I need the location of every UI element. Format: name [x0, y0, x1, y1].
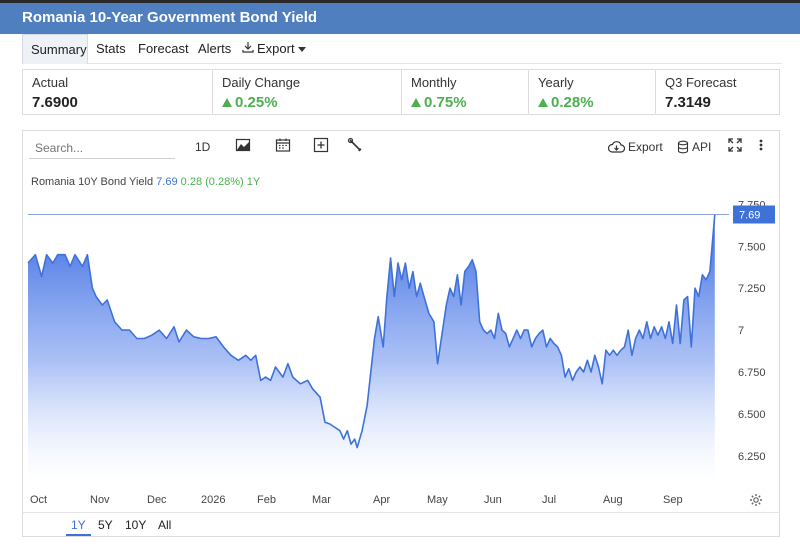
more-vertical-icon[interactable]	[757, 137, 765, 155]
tab-stats[interactable]: Stats	[88, 34, 134, 64]
x-tick-label: Mar	[312, 494, 331, 506]
last-value-label: 7.69	[739, 210, 760, 222]
x-tick-label: Nov	[90, 494, 110, 506]
stat-q3-forecast: Q3 Forecast 7.3149	[656, 70, 779, 114]
cloud-download-icon	[608, 140, 625, 154]
stat-label: Q3 Forecast	[665, 75, 737, 90]
stat-value: 0.75%	[411, 94, 467, 111]
tab-label: Export	[257, 41, 295, 56]
tab-bar: Summary Stats Forecast Alerts Export	[22, 34, 782, 64]
chart-panel: 1D Export API Romania 10Y Bond Yield 7.6…	[22, 130, 780, 537]
chart-legend: Romania 10Y Bond Yield 7.69 0.28 (0.28%)…	[31, 176, 260, 188]
stat-label: Yearly	[538, 75, 574, 90]
api-label: API	[692, 139, 712, 154]
y-tick-label: 7.500	[738, 241, 766, 253]
settings-gear-icon[interactable]	[749, 493, 763, 511]
stat-value-text: 0.28%	[551, 94, 594, 111]
api-button[interactable]: API	[677, 137, 711, 155]
y-tick-label: 6.500	[738, 409, 766, 421]
legend-change: 0.28 (0.28%)	[180, 176, 244, 188]
stat-monthly: Monthly 0.75%	[402, 70, 529, 114]
stat-value: 7.3149	[665, 94, 711, 111]
stat-daily-change: Daily Change 0.25%	[213, 70, 402, 114]
export-label: Export	[628, 139, 663, 154]
add-indicator-icon[interactable]	[313, 137, 329, 155]
arrow-up-icon	[222, 98, 232, 107]
arrow-up-icon	[538, 98, 548, 107]
fullscreen-icon[interactable]	[727, 137, 743, 155]
page-title: Romania 10-Year Government Bond Yield	[22, 9, 318, 26]
legend-period: 1Y	[246, 176, 261, 188]
y-tick-label: 6.750	[738, 367, 766, 379]
stat-actual: Actual 7.6900	[23, 70, 213, 114]
range-10y-button[interactable]: 10Y	[125, 518, 147, 532]
y-tick-label: 6.250	[738, 451, 766, 463]
y-tick-label: 7	[738, 325, 744, 337]
download-icon	[242, 34, 254, 64]
chart-type-icon[interactable]	[235, 137, 251, 155]
tab-forecast[interactable]: Forecast	[130, 34, 197, 64]
tab-label: Forecast	[138, 41, 189, 56]
stat-value-text: 0.25%	[235, 94, 278, 111]
range-all-button[interactable]: All	[158, 518, 172, 532]
range-selector: 1Y 5Y 10Y All	[22, 512, 780, 537]
database-icon	[677, 140, 689, 154]
legend-series-name: Romania 10Y Bond Yield	[31, 176, 154, 188]
stats-bar: Actual 7.6900 Daily Change 0.25% Monthly…	[22, 69, 780, 115]
arrow-up-icon	[411, 98, 421, 107]
stat-value-text: 0.75%	[424, 94, 467, 111]
interval-button[interactable]: 1D	[195, 140, 211, 154]
title-bar: Romania 10-Year Government Bond Yield	[0, 0, 800, 34]
search-input[interactable]	[29, 137, 175, 159]
x-tick-label: Oct	[30, 494, 47, 506]
stat-value: 7.6900	[32, 94, 78, 111]
x-tick-label: Aug	[603, 494, 623, 506]
stat-yearly: Yearly 0.28%	[529, 70, 656, 114]
range-5y-button[interactable]: 5Y	[98, 518, 113, 532]
chevron-down-icon	[297, 47, 306, 53]
stat-label: Monthly	[411, 75, 457, 90]
tab-export[interactable]: Export	[234, 34, 314, 64]
x-tick-label: Jun	[484, 494, 502, 506]
range-1y-button[interactable]: 1Y	[66, 517, 91, 536]
stat-value: 0.28%	[538, 94, 594, 111]
last-value-badge	[733, 205, 775, 224]
series-area	[28, 214, 715, 481]
x-tick-label: Jul	[542, 494, 556, 506]
x-tick-label: May	[427, 494, 448, 506]
stat-value: 0.25%	[222, 94, 278, 111]
tab-label: Stats	[96, 41, 126, 56]
calendar-icon[interactable]	[275, 137, 291, 155]
x-tick-label: Apr	[373, 494, 390, 506]
tab-alerts[interactable]: Alerts	[190, 34, 239, 64]
chart-export-button[interactable]: Export	[608, 137, 663, 155]
tab-summary[interactable]: Summary	[22, 34, 88, 64]
x-tick-label: Dec	[147, 494, 167, 506]
tools-icon[interactable]	[347, 137, 363, 155]
x-tick-label: Feb	[257, 494, 276, 506]
y-tick-label: 7.250	[738, 283, 766, 295]
tab-label: Alerts	[198, 41, 232, 56]
stat-label: Actual	[32, 75, 69, 90]
tab-label: Summary	[31, 42, 87, 57]
legend-value: 7.69	[156, 176, 178, 188]
x-tick-label: 2026	[201, 494, 225, 506]
series-line	[27, 214, 716, 449]
x-tick-label: Sep	[663, 494, 683, 506]
stat-label: Daily Change	[222, 75, 301, 90]
